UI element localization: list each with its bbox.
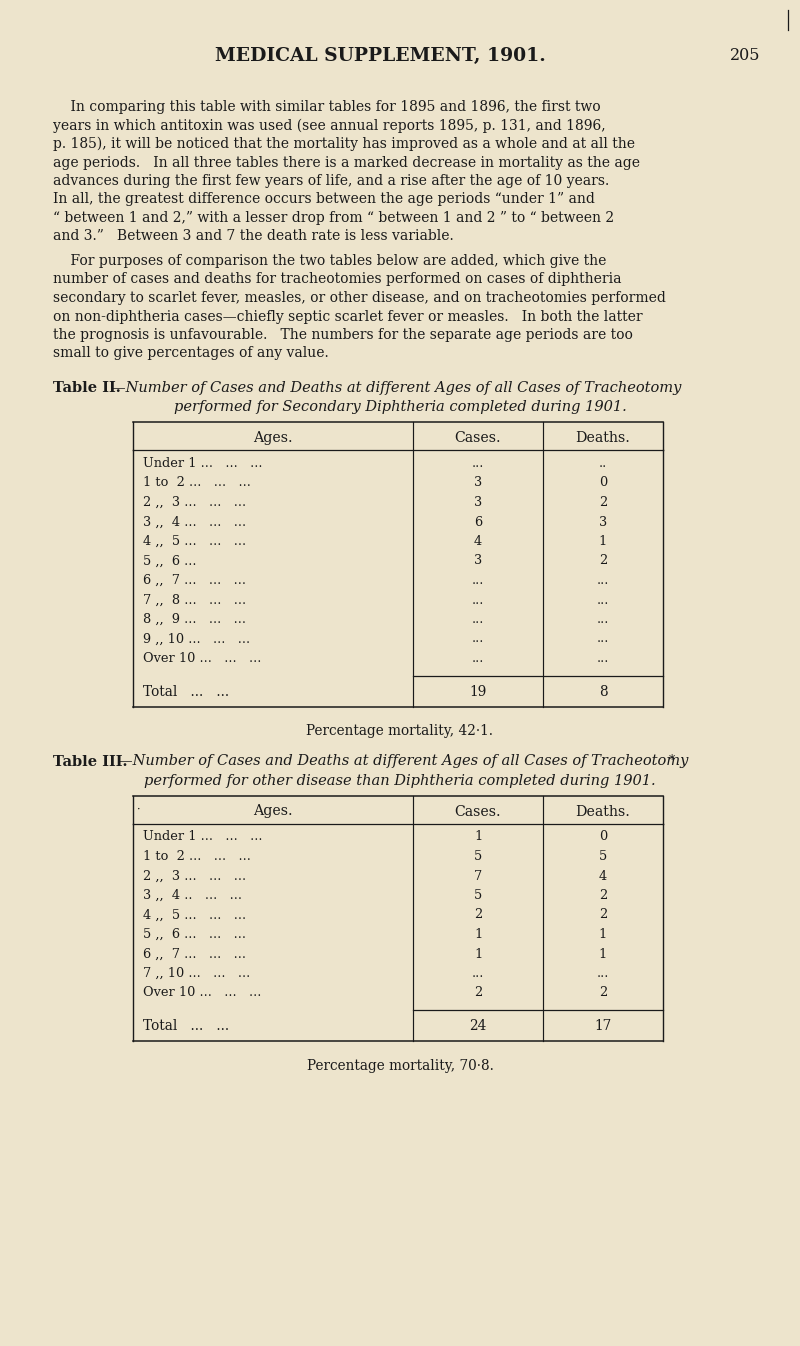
Text: *: * [669, 755, 675, 767]
Text: 8: 8 [598, 685, 607, 699]
Text: small to give percentages of any value.: small to give percentages of any value. [53, 346, 329, 361]
Text: ...: ... [597, 573, 609, 587]
Text: ...: ... [472, 458, 484, 470]
Text: 5: 5 [474, 888, 482, 902]
Text: 3: 3 [474, 555, 482, 568]
Text: Deaths.: Deaths. [575, 431, 630, 446]
Text: 1: 1 [599, 927, 607, 941]
Text: 5: 5 [599, 851, 607, 863]
Text: Total   ...   ...: Total ... ... [143, 1019, 229, 1032]
Text: 17: 17 [594, 1019, 612, 1032]
Text: Percentage mortality, 42·1.: Percentage mortality, 42·1. [306, 724, 494, 739]
Text: 2: 2 [599, 495, 607, 509]
Text: “ between 1 and 2,” with a lesser drop from “ between 1 and 2 ” to “ between 2: “ between 1 and 2,” with a lesser drop f… [53, 211, 614, 225]
Text: 5 ,,  6 ...   ...   ...: 5 ,, 6 ... ... ... [143, 927, 246, 941]
Text: 1: 1 [599, 534, 607, 548]
Text: 1 to  2 ...   ...   ...: 1 to 2 ... ... ... [143, 851, 251, 863]
Text: 6: 6 [474, 516, 482, 529]
Text: 4: 4 [599, 870, 607, 883]
Text: 8 ,,  9 ...   ...   ...: 8 ,, 9 ... ... ... [143, 612, 246, 626]
Text: For purposes of comparison the two tables below are added, which give the: For purposes of comparison the two table… [53, 254, 606, 268]
Text: 19: 19 [470, 685, 486, 699]
Text: ...: ... [472, 573, 484, 587]
Text: ...: ... [472, 966, 484, 980]
Text: —Number of Cases and Deaths at different Ages of all Cases of Tracheotomy: —Number of Cases and Deaths at different… [118, 755, 688, 769]
Text: 1: 1 [474, 927, 482, 941]
Text: 1 to  2 ...   ...   ...: 1 to 2 ... ... ... [143, 476, 251, 490]
Text: secondary to scarlet fever, measles, or other disease, and on tracheotomies perf: secondary to scarlet fever, measles, or … [53, 291, 666, 306]
Text: 9 ,, 10 ...   ...   ...: 9 ,, 10 ... ... ... [143, 633, 250, 646]
Text: Ages.: Ages. [253, 431, 293, 446]
Text: 4 ,,  5 ...   ...   ...: 4 ,, 5 ... ... ... [143, 909, 246, 922]
Text: 5 ,,  6 ...: 5 ,, 6 ... [143, 555, 197, 568]
Text: 3 ,,  4 ...   ...   ...: 3 ,, 4 ... ... ... [143, 516, 246, 529]
Text: 1: 1 [474, 948, 482, 961]
Text: 0: 0 [599, 476, 607, 490]
Text: In all, the greatest difference occurs between the age periods “under 1” and: In all, the greatest difference occurs b… [53, 192, 595, 206]
Text: 24: 24 [470, 1019, 486, 1032]
Text: Over 10 ...   ...   ...: Over 10 ... ... ... [143, 651, 262, 665]
Text: 2: 2 [474, 987, 482, 1000]
Text: Deaths.: Deaths. [575, 805, 630, 818]
Text: Cases.: Cases. [454, 805, 502, 818]
Text: Under 1 ...   ...   ...: Under 1 ... ... ... [143, 830, 262, 844]
Text: number of cases and deaths for tracheotomies performed on cases of diphtheria: number of cases and deaths for tracheoto… [53, 272, 622, 287]
Text: 1: 1 [599, 948, 607, 961]
Text: ...: ... [597, 633, 609, 646]
Text: ...: ... [597, 594, 609, 607]
Text: 3 ,,  4 ..   ...   ...: 3 ,, 4 .. ... ... [143, 888, 242, 902]
Text: Total   ...   ...: Total ... ... [143, 685, 229, 699]
Text: 2: 2 [474, 909, 482, 922]
Text: advances during the first few years of life, and a rise after the age of 10 year: advances during the first few years of l… [53, 174, 610, 188]
Text: 3: 3 [599, 516, 607, 529]
Text: ...: ... [472, 633, 484, 646]
Text: ...: ... [597, 612, 609, 626]
Text: 6 ,,  7 ...   ...   ...: 6 ,, 7 ... ... ... [143, 948, 246, 961]
Text: —Number of Cases and Deaths at different Ages of all Cases of Tracheotomy: —Number of Cases and Deaths at different… [111, 381, 682, 394]
Text: years in which antitoxin was used (see annual reports 1895, p. 131, and 1896,: years in which antitoxin was used (see a… [53, 118, 606, 133]
Text: 4 ,,  5 ...   ...   ...: 4 ,, 5 ... ... ... [143, 534, 246, 548]
Text: 7: 7 [474, 870, 482, 883]
Text: 5: 5 [474, 851, 482, 863]
Text: ...: ... [472, 594, 484, 607]
Text: ...: ... [597, 651, 609, 665]
Text: 2: 2 [599, 555, 607, 568]
Text: 0: 0 [599, 830, 607, 844]
Text: ...: ... [597, 966, 609, 980]
Text: Under 1 ...   ...   ...: Under 1 ... ... ... [143, 458, 262, 470]
Text: Cases.: Cases. [454, 431, 502, 446]
Text: 2: 2 [599, 888, 607, 902]
Text: and 3.”   Between 3 and 7 the death rate is less variable.: and 3.” Between 3 and 7 the death rate i… [53, 230, 454, 244]
Text: In comparing this table with similar tables for 1895 and 1896, the first two: In comparing this table with similar tab… [53, 100, 601, 114]
Text: 4: 4 [474, 534, 482, 548]
Text: Ages.: Ages. [253, 805, 293, 818]
Text: 3: 3 [474, 476, 482, 490]
Text: performed for Secondary Diphtheria completed during 1901.: performed for Secondary Diphtheria compl… [174, 400, 626, 415]
Text: p. 185), it will be noticed that the mortality has improved as a whole and at al: p. 185), it will be noticed that the mor… [53, 137, 635, 151]
Text: 7 ,, 10 ...   ...   ...: 7 ,, 10 ... ... ... [143, 966, 250, 980]
Text: age periods.   In all three tables there is a marked decrease in mortality as th: age periods. In all three tables there i… [53, 156, 640, 170]
Text: ...: ... [472, 612, 484, 626]
Text: 2 ,,  3 ...   ...   ...: 2 ,, 3 ... ... ... [143, 495, 246, 509]
Text: 2: 2 [599, 909, 607, 922]
Text: 3: 3 [474, 495, 482, 509]
Text: 7 ,,  8 ...   ...   ...: 7 ,, 8 ... ... ... [143, 594, 246, 607]
Text: the prognosis is unfavourable.   The numbers for the separate age periods are to: the prognosis is unfavourable. The numbe… [53, 328, 633, 342]
Text: ·: · [137, 805, 141, 814]
Text: ..: .. [599, 458, 607, 470]
Text: 1: 1 [474, 830, 482, 844]
Text: Table II.: Table II. [53, 381, 121, 394]
Text: Percentage mortality, 70·8.: Percentage mortality, 70·8. [306, 1059, 494, 1073]
Text: ...: ... [472, 651, 484, 665]
Text: Table III.: Table III. [53, 755, 127, 769]
Text: 6 ,,  7 ...   ...   ...: 6 ,, 7 ... ... ... [143, 573, 246, 587]
Text: 205: 205 [730, 47, 760, 65]
Text: Over 10 ...   ...   ...: Over 10 ... ... ... [143, 987, 262, 1000]
Text: on non-diphtheria cases—chiefly septic scarlet fever or measles.   In both the l: on non-diphtheria cases—chiefly septic s… [53, 310, 642, 323]
Text: performed for other disease than Diphtheria completed during 1901.: performed for other disease than Diphthe… [144, 774, 656, 787]
Text: 2 ,,  3 ...   ...   ...: 2 ,, 3 ... ... ... [143, 870, 246, 883]
Text: MEDICAL SUPPLEMENT, 1901.: MEDICAL SUPPLEMENT, 1901. [214, 47, 546, 65]
Text: 2: 2 [599, 987, 607, 1000]
